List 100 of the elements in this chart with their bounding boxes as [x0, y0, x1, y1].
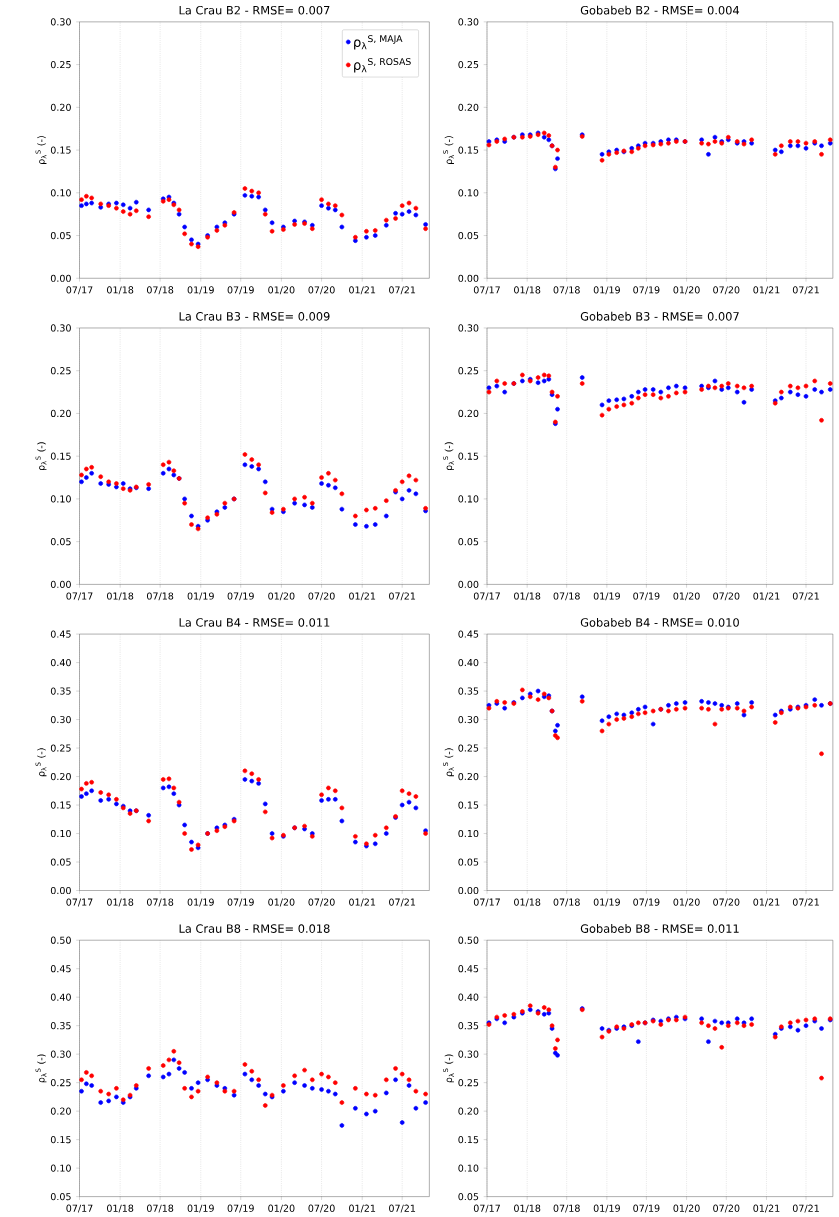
- x-tick-label: 07/20: [308, 1204, 335, 1213]
- y-axis-title: ρ$_{λ}$$^{S}$ (-): [35, 442, 47, 471]
- x-tick-label: 01/21: [349, 898, 376, 907]
- y-tick-label: 0.30: [50, 1050, 71, 1058]
- y-tick-label: 0.05: [50, 858, 71, 866]
- y-tick-label: 0.10: [458, 1164, 479, 1172]
- y-tick-label: 0.25: [50, 1079, 71, 1087]
- y-tick-label: 0.50: [50, 936, 71, 944]
- x-tick-label: 01/18: [514, 286, 541, 295]
- y-tick-label: 0.30: [50, 18, 71, 26]
- y-tick-label: 0.40: [458, 993, 479, 1001]
- y-tick-label: 0.00: [458, 886, 479, 895]
- x-tick-label: 01/19: [187, 286, 214, 295]
- y-tick-label: 0.25: [50, 744, 71, 752]
- y-tick-label: 0.15: [50, 452, 71, 460]
- y-tick-label: 0.20: [458, 1107, 479, 1115]
- y-axis-title: ρ$_{λ}$$^{S}$ (-): [443, 136, 455, 164]
- x-tick-label: 01/18: [107, 898, 134, 907]
- chart-title: Gobabeb B2 - RMSE= 0.004: [580, 5, 740, 15]
- x-tick-label: 07/17: [473, 592, 501, 601]
- y-tick-label: 0.30: [458, 1050, 479, 1058]
- x-tick-label: 07/21: [792, 1204, 819, 1213]
- x-tick-label: 07/17: [473, 286, 501, 295]
- x-tick-label: 01/21: [753, 1204, 780, 1213]
- y-tick-label: 0.20: [50, 103, 71, 111]
- y-tick-label: 0.35: [458, 1022, 479, 1030]
- y-tick-label: 0.00: [50, 886, 71, 895]
- x-tick-label: 01/21: [753, 286, 780, 295]
- y-tick-label: 0.20: [458, 409, 479, 418]
- y-tick-label: 0.35: [50, 1022, 71, 1030]
- x-tick-label: 07/19: [227, 1204, 254, 1213]
- y-tick-label: 0.10: [50, 829, 71, 838]
- y-axis-title: ρ$_{λ}$$^{S}$ (-): [35, 748, 47, 777]
- y-tick-label: 0.10: [458, 495, 479, 503]
- x-tick-label: 07/17: [66, 592, 93, 601]
- x-tick-label: 07/21: [389, 1204, 416, 1213]
- y-tick-label: 0.30: [458, 715, 479, 724]
- x-tick-label: 07/21: [389, 286, 416, 295]
- x-tick-label: 07/17: [473, 898, 501, 907]
- x-tick-label: 07/18: [553, 592, 580, 601]
- y-tick-label: 0.20: [458, 772, 479, 781]
- x-tick-label: 01/19: [187, 898, 214, 907]
- x-tick-label: 01/21: [349, 1204, 376, 1213]
- x-tick-label: 07/19: [633, 1204, 660, 1213]
- y-tick-label: 0.25: [50, 367, 71, 375]
- y-tick-label: 0.10: [458, 829, 479, 838]
- y-tick-label: 0.20: [50, 772, 71, 781]
- y-tick-label: 0.25: [458, 367, 479, 375]
- x-tick-label: 01/19: [593, 898, 621, 907]
- y-tick-label: 0.25: [50, 60, 71, 69]
- y-tick-label: 0.30: [458, 324, 479, 332]
- y-tick-label: 0.25: [458, 744, 479, 752]
- y-tick-label: 0.00: [50, 274, 71, 282]
- y-tick-label: 0.00: [458, 580, 479, 588]
- x-tick-label: 07/19: [227, 286, 254, 295]
- chart-title: La Crau B2 - RMSE= 0.007: [179, 5, 330, 15]
- x-tick-label: 01/20: [268, 898, 295, 907]
- x-tick-label: 01/18: [514, 1204, 541, 1213]
- y-tick-label: 0.45: [458, 630, 479, 638]
- x-tick-label: 01/20: [673, 592, 700, 601]
- y-tick-label: 0.45: [50, 630, 71, 638]
- x-tick-label: 07/17: [66, 898, 93, 907]
- y-tick-label: 0.40: [458, 658, 479, 667]
- y-tick-label: 0.45: [458, 965, 479, 973]
- y-tick-label: 0.35: [50, 687, 71, 695]
- x-tick-label: 07/18: [147, 898, 174, 907]
- x-tick-label: 01/20: [268, 592, 295, 601]
- y-tick-label: 0.10: [50, 189, 71, 197]
- y-tick-label: 0.30: [50, 715, 71, 724]
- x-tick-label: 07/20: [713, 286, 740, 295]
- x-tick-label: 07/18: [553, 898, 580, 907]
- x-tick-label: 07/18: [553, 286, 580, 295]
- y-tick-label: 0.40: [50, 658, 71, 667]
- chart-title: Gobabeb B3 - RMSE= 0.007: [580, 311, 739, 321]
- legend-label: ρ$_{λ}$S, ROSAS: [354, 58, 411, 73]
- chart-title: La Crau B3 - RMSE= 0.009: [179, 312, 330, 321]
- x-tick-label: 07/21: [389, 898, 416, 907]
- y-tick-label: 0.50: [458, 936, 479, 944]
- y-tick-label: 0.40: [50, 993, 71, 1001]
- chart-title: Gobabeb B4 - RMSE= 0.010: [580, 617, 740, 627]
- y-tick-label: 0.15: [50, 146, 71, 154]
- chart-title: La Crau B4 - RMSE= 0.011: [179, 618, 330, 627]
- x-tick-label: 07/19: [227, 898, 254, 907]
- x-tick-label: 07/17: [66, 1204, 93, 1213]
- x-tick-label: 01/20: [673, 898, 700, 907]
- x-tick-label: 07/20: [308, 592, 335, 601]
- y-tick-label: 0.15: [50, 1136, 71, 1144]
- x-tick-label: 01/18: [514, 592, 541, 601]
- x-tick-label: 01/18: [107, 1204, 134, 1213]
- x-tick-label: 07/19: [227, 592, 254, 601]
- x-tick-label: 01/19: [187, 1204, 214, 1213]
- y-tick-label: 0.05: [458, 858, 479, 866]
- x-tick-label: 07/17: [473, 1204, 501, 1213]
- x-tick-label: 07/21: [389, 592, 416, 601]
- x-tick-label: 07/20: [308, 286, 335, 295]
- y-tick-label: 0.05: [458, 1193, 479, 1201]
- y-axis-title: ρ$_{λ}$$^{S}$ (-): [35, 1054, 47, 1083]
- y-axis-title: ρ$_{λ}$$^{S}$ (-): [443, 748, 455, 777]
- legend-label: ρ$_{λ}$S, MAJA: [354, 35, 403, 50]
- x-tick-label: 07/20: [713, 1204, 740, 1213]
